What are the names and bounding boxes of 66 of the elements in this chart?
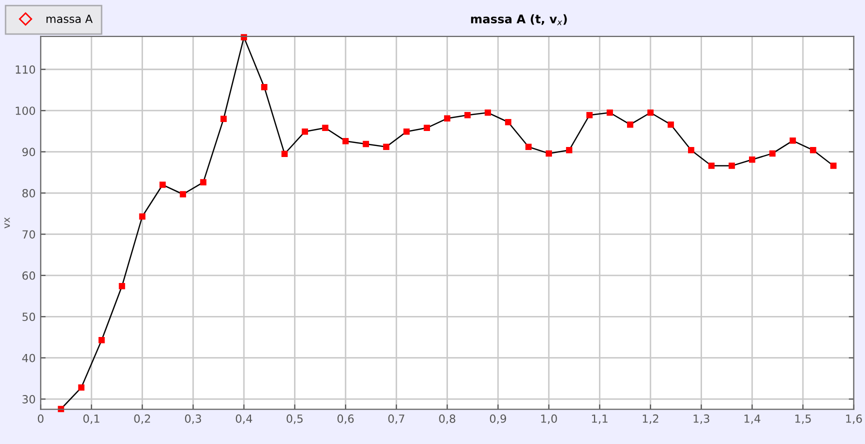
point [668,121,674,128]
y-tick-label: 60 [22,271,36,280]
y-tick-label: 70 [22,230,36,239]
x-tick-label: 1,3 [694,414,710,424]
x-tick-label: 1,6 [846,414,862,424]
x-tick-label: 0,7 [388,414,404,424]
x-tick-label: 0,1 [83,414,100,424]
x-tick-label: 0,8 [439,414,456,424]
point [464,112,471,118]
point [748,156,756,163]
x-tick-label: 0,3 [185,414,202,424]
point [98,337,105,344]
point [424,124,430,132]
y-tick-label: 110 [16,65,36,74]
point [362,140,370,148]
point [403,128,410,135]
point [322,124,328,132]
point [302,128,308,135]
point [281,150,288,157]
x-tick-label: 1,5 [795,414,811,424]
point [810,147,816,154]
y-tick-label: 30 [22,395,36,404]
point [606,110,613,116]
legend-label: massa A [46,14,93,24]
point [647,110,654,116]
point [261,84,268,90]
point [525,144,532,150]
point [505,119,512,126]
x-tick-label: 1,0 [541,414,557,424]
point [546,150,552,157]
point [708,162,715,169]
point [383,144,390,150]
point [484,110,491,116]
point [444,115,450,122]
point [139,213,146,220]
point [159,182,166,188]
y-tick-label: 100 [16,106,36,115]
x-tick-label: 0,5 [286,414,303,424]
x-tick-label: 1,4 [744,414,760,424]
point [830,162,837,169]
point [627,121,634,128]
point [342,138,349,144]
point [78,384,84,391]
x-tick-label: 0,4 [236,414,252,424]
chart-title: massa A (t, v$_{x}$) [471,14,567,26]
point [180,191,186,198]
point [586,112,593,118]
x-tick-label: 0 [38,414,44,423]
point [566,147,572,154]
x-tick-label: 0,9 [490,414,506,424]
point [200,179,206,186]
y-tick-label: 90 [22,148,36,156]
y-tick-label: 40 [22,354,36,362]
x-tick-label: 1,2 [642,414,658,424]
point [769,150,776,157]
x-tick-label: 0,6 [337,414,354,424]
y-tick-label: 50 [22,312,36,322]
point [688,147,694,154]
y-axis-title: vx [4,217,10,228]
x-tick-label: 0,2 [134,414,150,424]
point [118,283,126,290]
point [220,116,227,122]
point [728,162,735,169]
y-tick-label: 80 [22,188,36,198]
x-tick-label: 1,1 [592,414,608,424]
point [790,138,796,144]
